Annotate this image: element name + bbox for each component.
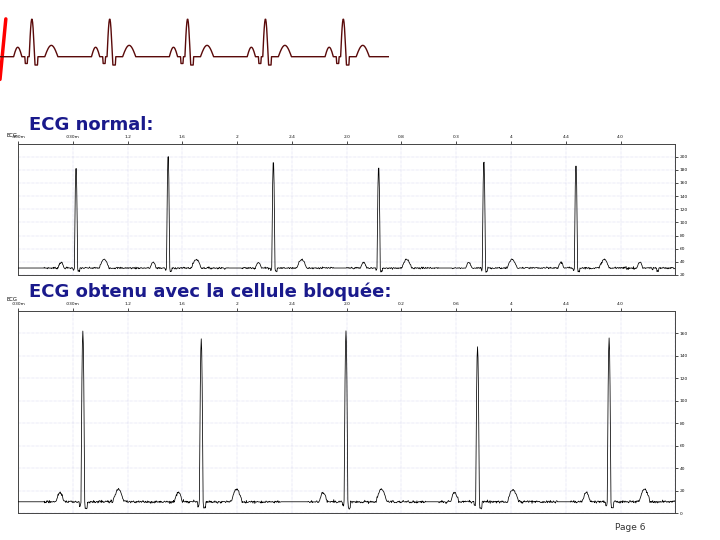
Text: ECG normal:: ECG normal:: [29, 116, 153, 134]
Text: Page 6: Page 6: [615, 523, 645, 532]
Text: ECG: ECG: [6, 298, 17, 302]
Text: ECG obtenu avec la cellule bloquée:: ECG obtenu avec la cellule bloquée:: [29, 283, 391, 301]
Text: Systems'ViP SAS, Heart Model  summary: Systems'ViP SAS, Heart Model summary: [698, 269, 704, 436]
Text: ECG obtenu: ECG obtenu: [430, 31, 612, 59]
Text: ECG: ECG: [6, 133, 17, 138]
